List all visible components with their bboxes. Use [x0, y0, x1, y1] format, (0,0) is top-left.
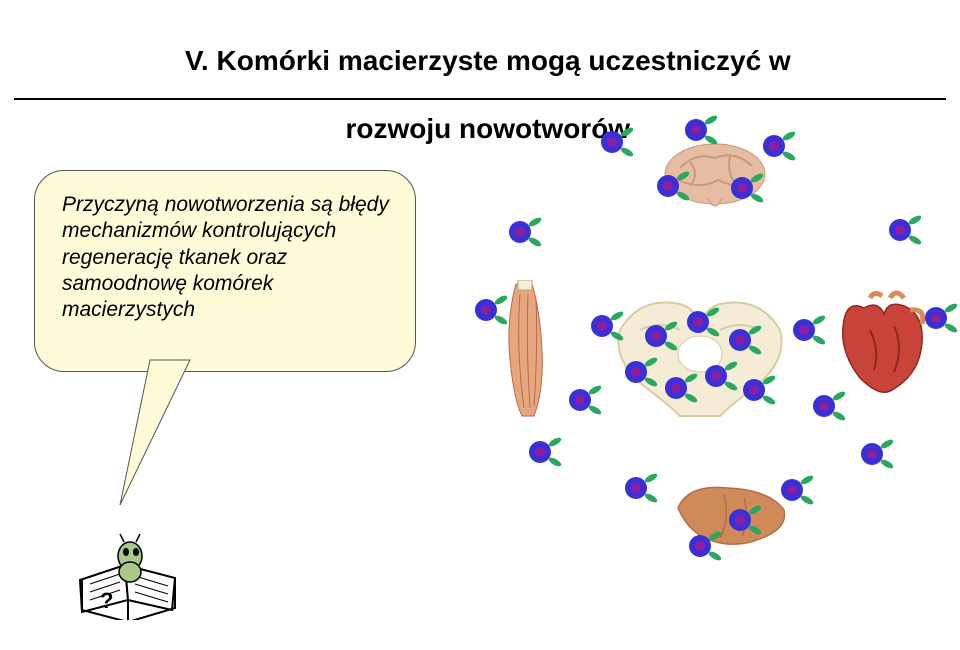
stem-cell-icon [689, 535, 711, 557]
stem-cell-icon [665, 377, 687, 399]
stem-cell-icon [743, 379, 765, 401]
stem-cell-icon [509, 221, 531, 243]
stem-cell-icon [601, 131, 623, 153]
stem-cell-icon [763, 135, 785, 157]
muscle-icon [498, 280, 553, 420]
speech-bubble-text: Przyczyną nowotworzenia są błędy mechani… [62, 192, 392, 323]
stem-cell-icon [591, 315, 613, 337]
heart-icon [830, 290, 930, 400]
title-line1: V. Komórki macierzyste mogą uczestniczyć… [185, 45, 791, 76]
stem-cell-icon [861, 443, 883, 465]
stem-cell-icon [685, 119, 707, 141]
stem-cell-icon [813, 395, 835, 417]
stem-cell-icon [781, 479, 803, 501]
stem-cell-icon [889, 219, 911, 241]
stem-cell-icon [925, 307, 947, 329]
stem-cell-icon [569, 389, 591, 411]
bookworm-qmark: ? [100, 588, 113, 613]
bookworm-icon: ? [70, 500, 190, 620]
stem-cell-icon [475, 299, 497, 321]
page-title: V. Komórki macierzyste mogą uczestniczyć… [70, 10, 890, 146]
stem-cell-icon [729, 329, 751, 351]
title-line2: rozwoju nowotworów [345, 113, 630, 144]
stem-cell-icon [731, 177, 753, 199]
stem-cell-icon [529, 441, 551, 463]
stem-cell-icon [705, 365, 727, 387]
stem-cell-icon [625, 361, 647, 383]
stem-cell-icon [645, 325, 667, 347]
stem-cell-icon [793, 319, 815, 341]
stem-cell-icon [729, 509, 751, 531]
title-divider [14, 98, 946, 100]
stem-cell-icon [625, 477, 647, 499]
stem-cell-icon [687, 311, 709, 333]
stem-cell-icon [657, 175, 679, 197]
